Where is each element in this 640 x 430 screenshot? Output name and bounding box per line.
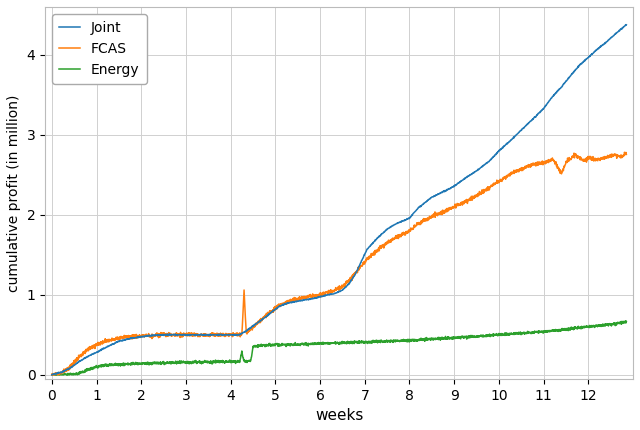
Energy [190, 360, 198, 365]
Y-axis label: cumulative profit (in million): cumulative profit (in million) [7, 94, 21, 292]
Joint [623, 22, 630, 28]
FCAS [373, 249, 381, 254]
X-axis label: weeks: weeks [315, 408, 364, 423]
Energy [429, 336, 437, 341]
FCAS [300, 294, 308, 299]
Energy [48, 372, 56, 378]
Joint [622, 22, 630, 27]
Line: Energy: Energy [52, 321, 627, 375]
FCAS [124, 335, 132, 340]
Joint [487, 157, 495, 163]
FCAS [211, 334, 219, 339]
Energy [622, 318, 630, 323]
Joint [247, 326, 255, 331]
FCAS [621, 150, 628, 155]
Line: Joint: Joint [52, 25, 627, 375]
Energy [277, 343, 285, 348]
FCAS [48, 372, 56, 378]
FCAS [557, 170, 564, 175]
Energy [343, 339, 351, 344]
Joint [48, 372, 56, 378]
Legend: Joint, FCAS, Energy: Joint, FCAS, Energy [52, 14, 147, 84]
Joint [372, 237, 380, 242]
FCAS [623, 152, 630, 157]
Line: FCAS: FCAS [52, 152, 627, 375]
Energy [458, 335, 466, 340]
Joint [111, 341, 119, 346]
FCAS [423, 217, 431, 222]
Joint [524, 122, 531, 127]
Energy [48, 372, 56, 378]
Energy [287, 343, 294, 348]
Joint [617, 26, 625, 31]
Energy [623, 319, 630, 324]
